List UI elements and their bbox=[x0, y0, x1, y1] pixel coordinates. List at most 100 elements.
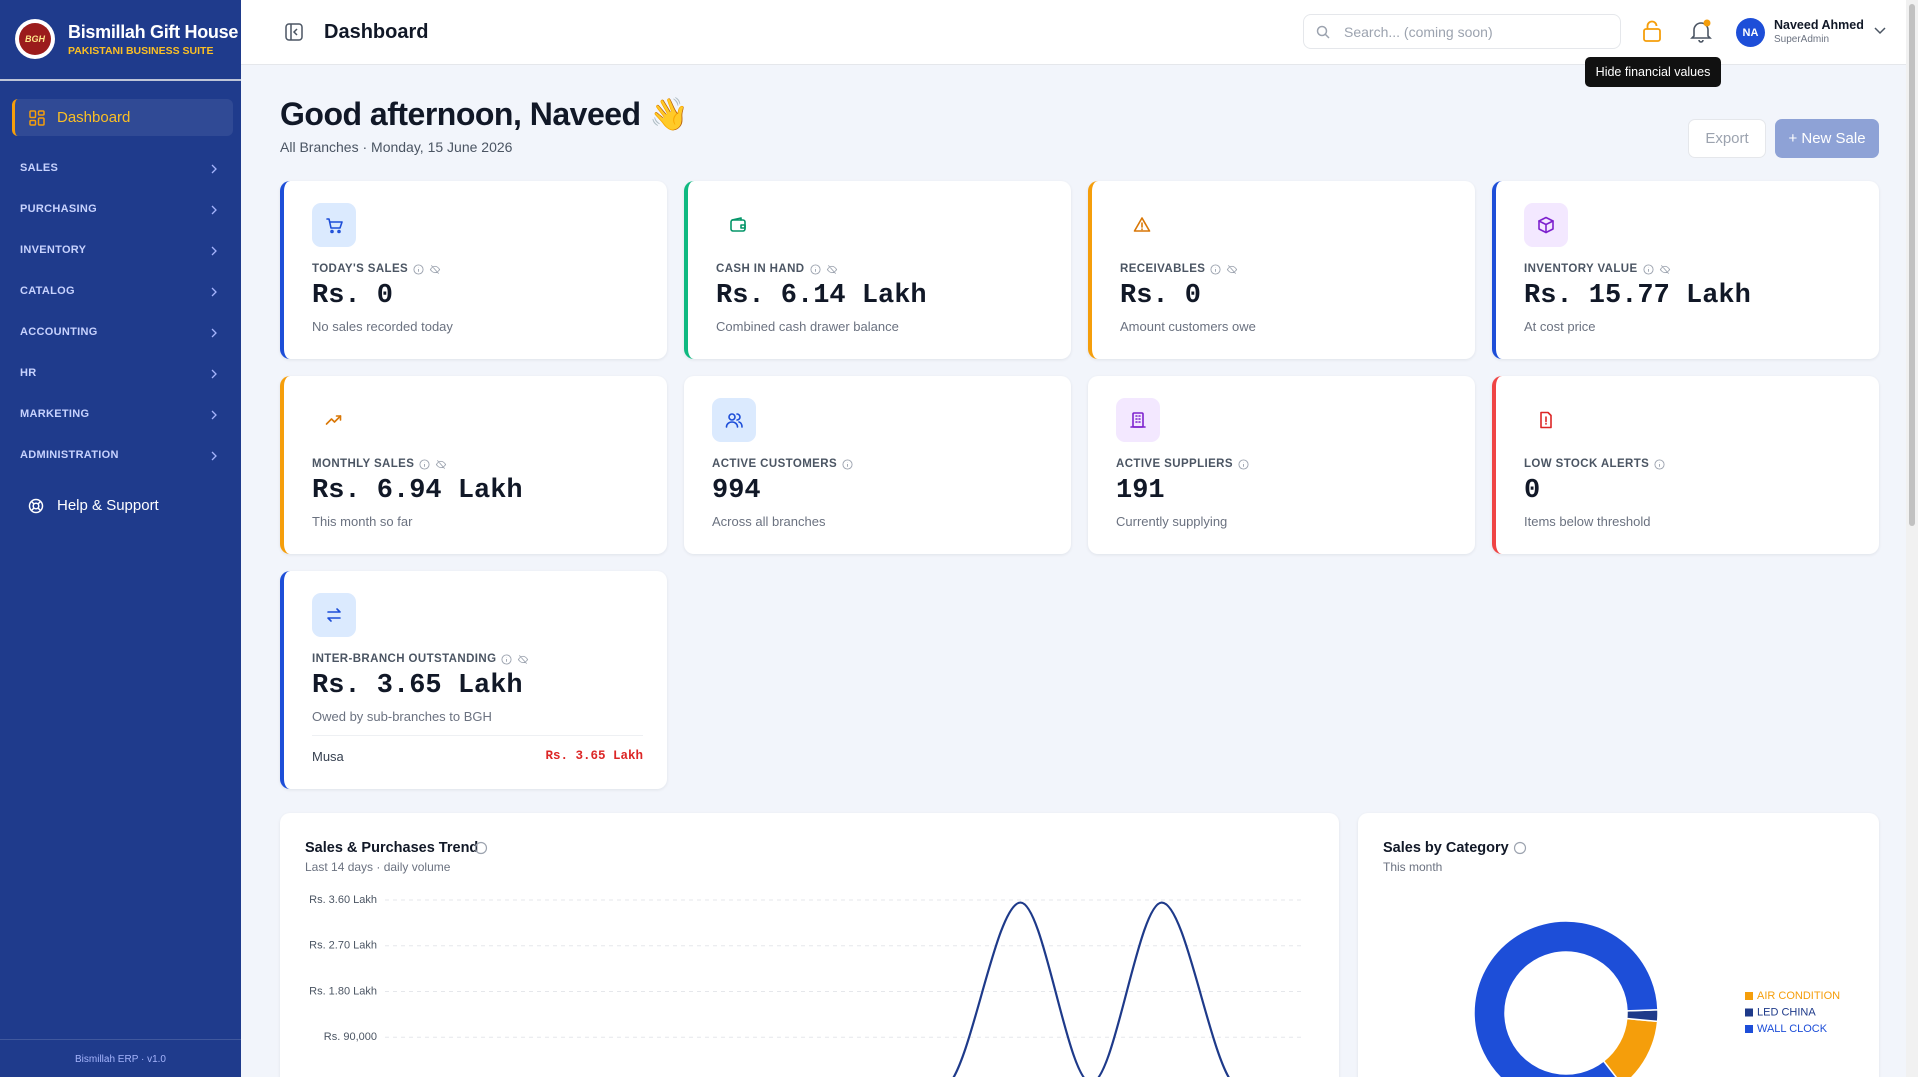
avatar[interactable]: NA bbox=[1736, 18, 1765, 47]
chevron-path bbox=[211, 328, 217, 338]
donut-slice bbox=[1473, 920, 1659, 1077]
donut-slice bbox=[1602, 1017, 1659, 1077]
info-icon[interactable] bbox=[419, 458, 430, 470]
kpi-card: MONTHLY SALES Rs. 6.94 Lakh This month so … bbox=[280, 376, 667, 554]
scrollbar-thumb[interactable] bbox=[1909, 4, 1915, 526]
nav-section[interactable]: ACCOUNTING bbox=[0, 320, 241, 344]
card-icon bbox=[312, 203, 356, 247]
info-circle bbox=[413, 263, 424, 275]
eye bbox=[826, 264, 837, 274]
info-icon[interactable] bbox=[1210, 263, 1221, 275]
y-tick-label: Rs. 2.70 Lakh bbox=[309, 940, 377, 952]
nav-section[interactable]: SALES bbox=[0, 156, 241, 180]
nav-label: Dashboard bbox=[57, 109, 131, 126]
lock-button[interactable] bbox=[1642, 20, 1662, 42]
eye bbox=[1659, 264, 1670, 274]
card-value: Rs. 6.14 Lakh bbox=[716, 281, 927, 311]
kpi-card: CASH IN HAND Rs. 6.14 Lakh Combined cash d… bbox=[684, 181, 1071, 359]
hide-value-icon[interactable] bbox=[826, 264, 838, 275]
card-value: Rs. 15.77 Lakh bbox=[1524, 281, 1751, 311]
export-button[interactable]: Export bbox=[1688, 119, 1766, 158]
scrollbar[interactable] bbox=[1906, 0, 1918, 1077]
nav-section[interactable]: INVENTORY bbox=[0, 238, 241, 262]
card-icon bbox=[312, 398, 356, 442]
info-icon[interactable] bbox=[413, 263, 424, 275]
info-icon[interactable] bbox=[809, 263, 821, 275]
hide-value-icon[interactable] bbox=[435, 459, 447, 470]
collapse-button[interactable] bbox=[285, 23, 303, 41]
hide-value-icon[interactable] bbox=[1226, 264, 1238, 275]
info-icon[interactable] bbox=[1654, 458, 1665, 470]
divider bbox=[0, 1039, 241, 1040]
nav-section[interactable]: MARKETING bbox=[0, 402, 241, 426]
brand-tagline: PAKISTANI BUSINESS SUITE bbox=[68, 45, 214, 57]
card-label-row: INVENTORY VALUE bbox=[1524, 263, 1671, 275]
help-link[interactable]: Help & Support bbox=[12, 490, 233, 522]
card-label: ACTIVE CUSTOMERS bbox=[712, 458, 838, 470]
card-value: 994 bbox=[712, 476, 761, 506]
icon bbox=[1540, 411, 1552, 429]
info-icon[interactable] bbox=[474, 841, 488, 855]
card-label: TODAY'S SALES bbox=[312, 263, 409, 275]
icon-part bbox=[1132, 412, 1144, 428]
chevron bbox=[211, 410, 217, 420]
user-menu-chevron[interactable] bbox=[1874, 27, 1886, 35]
info-icon[interactable] bbox=[1643, 263, 1654, 275]
page-title: Dashboard bbox=[324, 21, 429, 43]
search-placeholder: Search... (coming soon) bbox=[1344, 24, 1493, 40]
trend-card: Sales & Purchases Trend Last 14 days · d… bbox=[280, 813, 1339, 1077]
nav-section[interactable]: ADMINISTRATION bbox=[0, 443, 241, 467]
card-value: Rs. 3.65 Lakh bbox=[312, 671, 523, 701]
eye bbox=[518, 654, 529, 664]
donut-slice bbox=[1625, 1009, 1659, 1023]
card-label: ACTIVE SUPPLIERS bbox=[1116, 458, 1233, 470]
info-circle bbox=[1654, 458, 1665, 470]
card-label-row: LOW STOCK ALERTS bbox=[1524, 458, 1665, 470]
nav-section[interactable]: HR bbox=[0, 361, 241, 385]
info-circle bbox=[501, 653, 512, 665]
nav-section[interactable]: CATALOG bbox=[0, 279, 241, 303]
info-icon[interactable] bbox=[1513, 841, 1527, 855]
card-label-row: ACTIVE SUPPLIERS bbox=[1116, 458, 1249, 470]
chevron bbox=[211, 287, 217, 297]
tooltip: Hide financial values bbox=[1585, 57, 1721, 87]
kpi-card: LOW STOCK ALERTS 0 Items below threshold bbox=[1492, 376, 1879, 554]
card-icon bbox=[1120, 203, 1164, 247]
info-icon[interactable] bbox=[501, 653, 512, 665]
new-sale-button[interactable]: + New Sale bbox=[1775, 119, 1879, 158]
notifications-button[interactable] bbox=[1690, 19, 1712, 43]
trend-chart: Sales & Purchases Trend Last 14 days · d… bbox=[305, 840, 1303, 1077]
card-label-row: INTER-BRANCH OUTSTANDING bbox=[312, 653, 529, 665]
search-box[interactable]: Search... (coming soon) bbox=[1303, 14, 1621, 49]
hide-value-icon[interactable] bbox=[517, 654, 529, 665]
icon bbox=[1538, 216, 1554, 234]
card-value: Rs. 0 bbox=[1120, 281, 1202, 311]
chevron-path bbox=[211, 287, 217, 297]
info-icon[interactable] bbox=[842, 458, 853, 470]
chevron-path bbox=[211, 410, 217, 420]
nav-section[interactable]: PURCHASING bbox=[0, 197, 241, 221]
greeting-subtitle: All Branches · Monday, 15 June 2026 bbox=[280, 139, 513, 155]
card-label-row: MONTHLY SALES bbox=[312, 458, 447, 470]
card-note: Currently supplying bbox=[1116, 514, 1228, 529]
nav-item-active[interactable]: Dashboard bbox=[12, 99, 233, 136]
info-icon[interactable] bbox=[1238, 458, 1249, 470]
hide-value-icon[interactable] bbox=[1659, 264, 1671, 275]
chevron-path bbox=[211, 205, 217, 215]
card-note: Items below threshold bbox=[1524, 514, 1651, 529]
icon-part bbox=[337, 229, 341, 234]
hide-value-icon[interactable] bbox=[429, 264, 441, 275]
logo: BGH bbox=[15, 19, 55, 59]
card-value: Rs. 0 bbox=[312, 281, 394, 311]
topbar: Dashboard Search... (coming soon) NA Nav… bbox=[241, 0, 1908, 65]
nav-section-label: HR bbox=[20, 367, 37, 379]
branch-name: Musa bbox=[312, 749, 344, 764]
info-circle bbox=[1210, 263, 1221, 275]
card-label: INVENTORY VALUE bbox=[1524, 263, 1638, 275]
line-series bbox=[952, 901, 1230, 1077]
legend-swatch bbox=[1745, 992, 1753, 1000]
card-note: This month so far bbox=[312, 514, 413, 529]
card-label: LOW STOCK ALERTS bbox=[1524, 458, 1650, 470]
user-role: SuperAdmin bbox=[1774, 34, 1830, 45]
icon bbox=[325, 415, 342, 425]
